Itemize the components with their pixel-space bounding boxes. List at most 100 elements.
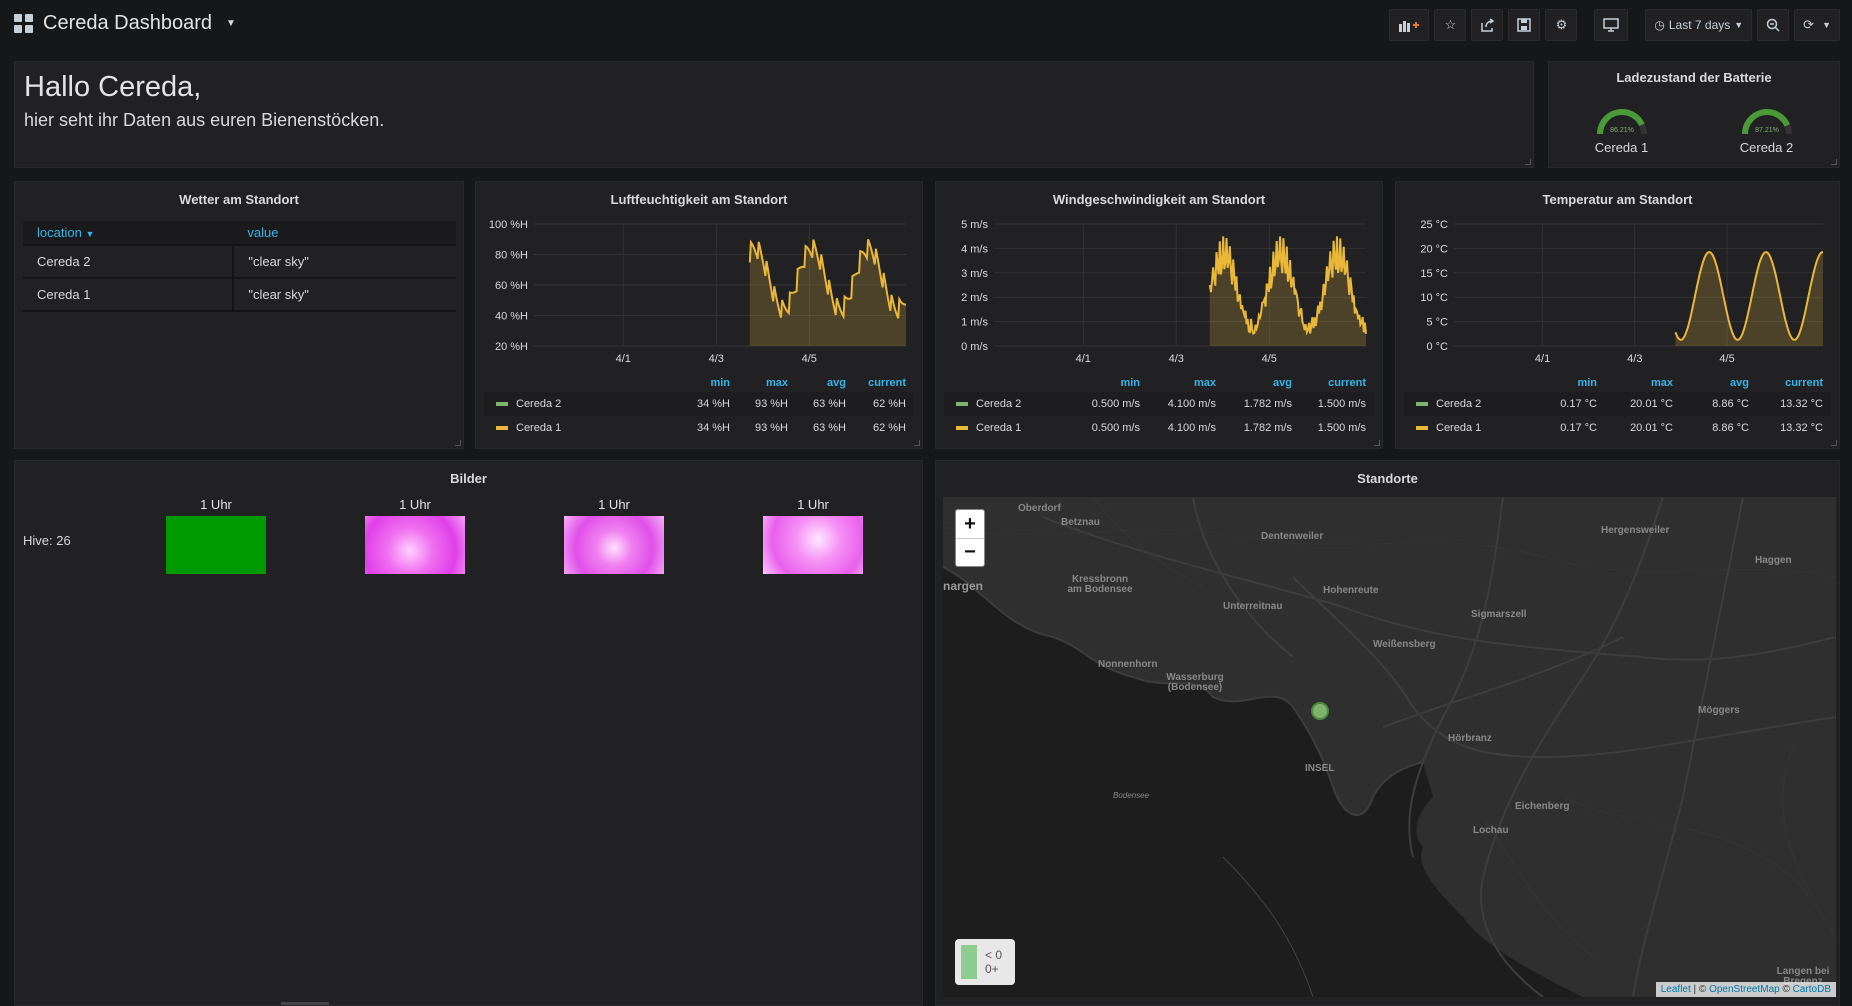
star-button[interactable]: ☆: [1434, 9, 1467, 41]
resize-handle[interactable]: [914, 440, 920, 446]
tv-mode-button[interactable]: [1594, 9, 1629, 41]
column-header-value[interactable]: value: [233, 221, 456, 246]
panel-title[interactable]: Wetter am Standort: [179, 192, 299, 207]
graph-plot[interactable]: 5 m/s 4 m/s 3 m/s 2 m/s 1 m/s 0 m/s 4/1 4/3 4/5: [936, 182, 1382, 382]
map-place-label: Oberdorf: [1018, 503, 1061, 514]
image-item[interactable]: 1 Uhr: [564, 497, 664, 574]
legend-series-row[interactable]: Cereda 1 0.500 m/s 4.100 m/s 1.782 m/s 1.500…: [944, 416, 1374, 440]
refresh-button[interactable]: ⟳ ▼: [1794, 9, 1840, 41]
series-color-swatch[interactable]: [496, 426, 508, 430]
column-header-location[interactable]: location ▼: [23, 221, 234, 246]
resize-handle[interactable]: [1831, 159, 1837, 165]
legend-value-avg: 8.86 °C: [1712, 398, 1749, 410]
save-button[interactable]: [1508, 9, 1541, 41]
series-name[interactable]: Cereda 2: [1436, 398, 1482, 410]
y-tick-label: 0 m/s: [961, 341, 988, 353]
legend-header-current[interactable]: current: [1785, 377, 1823, 389]
panel-title[interactable]: Bilder: [450, 471, 487, 486]
resize-handle[interactable]: [1525, 159, 1531, 165]
image-item[interactable]: 1 Uhr: [166, 497, 266, 574]
gauge-label: Cereda 2: [1739, 140, 1794, 155]
dashboard-title[interactable]: Cereda Dashboard: [43, 12, 212, 34]
series-name[interactable]: Cereda 1: [1436, 422, 1482, 434]
y-tick-label: 5 m/s: [961, 219, 988, 231]
legend-header-avg[interactable]: avg: [827, 377, 846, 389]
panel-title[interactable]: Standorte: [1357, 471, 1418, 486]
legend-series-row[interactable]: Cereda 2 0.17 °C 20.01 °C 8.86 °C 13.32 °C: [1404, 392, 1831, 416]
resize-handle[interactable]: [1374, 440, 1380, 446]
series-name[interactable]: Cereda 2: [976, 398, 1022, 410]
legend-series-row[interactable]: Cereda 2 0.500 m/s 4.100 m/s 1.782 m/s 1.500…: [944, 392, 1374, 416]
series-color-swatch[interactable]: [1416, 426, 1428, 430]
y-tick-label: 20 °C: [1420, 243, 1448, 255]
map-place-label: Unterreitnau: [1223, 601, 1283, 612]
legend-header-min[interactable]: min: [1120, 377, 1140, 389]
y-tick-label: 2 m/s: [961, 292, 988, 304]
legend-header-current[interactable]: current: [1328, 377, 1366, 389]
series-area: [1209, 236, 1366, 346]
map-place-label: Weißensberg: [1373, 639, 1436, 650]
legend-header-current[interactable]: current: [868, 377, 906, 389]
x-tick-label: 4/3: [709, 353, 724, 365]
map-place-label: Bodensee: [1113, 791, 1150, 800]
panel-title[interactable]: Ladezustand der Batterie: [1616, 70, 1772, 85]
legend-header-avg[interactable]: avg: [1730, 377, 1749, 389]
legend-header-max[interactable]: max: [765, 377, 788, 389]
time-range-picker[interactable]: ◷ Last 7 days ▼: [1645, 9, 1753, 41]
legend-header-min[interactable]: min: [710, 377, 730, 389]
gear-icon: ⚙: [1555, 17, 1568, 32]
series-color-swatch[interactable]: [496, 402, 508, 406]
leaflet-link[interactable]: Leaflet: [1660, 984, 1691, 995]
series-color-swatch[interactable]: [1416, 402, 1428, 406]
panel-title[interactable]: Temperatur am Standort: [1542, 192, 1693, 207]
refresh-icon: ⟳: [1803, 17, 1815, 32]
series-color-swatch[interactable]: [956, 426, 968, 430]
weather-table: location ▼ value Cereda 2 "clear sky" Ce…: [23, 221, 456, 312]
zoom-out-button[interactable]: [1757, 9, 1790, 41]
map-place-label: Hörbranz: [1448, 733, 1492, 744]
hive-image[interactable]: [564, 516, 664, 574]
add-panel-button[interactable]: [1389, 9, 1430, 41]
legend-header-max[interactable]: max: [1193, 377, 1216, 389]
map-place-label: Hergensweiler: [1601, 525, 1670, 536]
resize-handle[interactable]: [1831, 440, 1837, 446]
graph-legend: min max avg current Cereda 2 0.17 °C 20.01 °C 8…: [1404, 374, 1831, 440]
y-tick-label: 1 m/s: [961, 317, 988, 329]
table-row: Cereda 2 "clear sky": [23, 245, 456, 279]
image-item[interactable]: 1 Uhr: [763, 497, 863, 574]
image-item[interactable]: 1 Uhr: [365, 497, 465, 574]
legend-series-row[interactable]: Cereda 1 0.17 °C 20.01 °C 8.86 °C 13.32 °C: [1404, 416, 1831, 440]
dashboard-picker[interactable]: Cereda Dashboard ▼: [14, 12, 236, 35]
graph-plot[interactable]: 100 %H 80 %H 60 %H 40 %H 20 %H 4/1 4/3 4/5: [476, 182, 922, 382]
settings-button[interactable]: ⚙: [1545, 9, 1578, 41]
panel-title[interactable]: Luftfeuchtigkeit am Standort: [610, 192, 788, 207]
carto-link[interactable]: CartoDB: [1792, 984, 1831, 995]
map-view[interactable]: Oberdorf Betznau Dentenweiler Hergenswei…: [943, 497, 1836, 997]
horizontal-scrollbar[interactable]: [281, 1002, 329, 1005]
map-panel: Standorte: [935, 460, 1840, 1006]
legend-series-row[interactable]: Cereda 2 34 %H 93 %H 63 %H 62 %H: [484, 392, 914, 416]
zoom-in-button[interactable]: +: [964, 512, 976, 535]
hive-image[interactable]: [365, 516, 465, 574]
series-name[interactable]: Cereda 2: [516, 398, 562, 410]
zoom-out-button[interactable]: −: [956, 538, 984, 566]
legend-header-min[interactable]: min: [1577, 377, 1597, 389]
dashboard-grid-icon: [14, 14, 33, 33]
hive-image[interactable]: [763, 516, 863, 574]
series-color-swatch[interactable]: [956, 402, 968, 406]
map-tiles[interactable]: [943, 497, 1836, 997]
graph-plot[interactable]: 25 °C 20 °C 15 °C 10 °C 5 °C 0 °C 4/1 4/3 4/5: [1396, 182, 1839, 382]
series-name[interactable]: Cereda 1: [976, 422, 1022, 434]
panel-title[interactable]: Windgeschwindigkeit am Standort: [1052, 192, 1266, 207]
legend-header-max[interactable]: max: [1650, 377, 1673, 389]
legend-header-avg[interactable]: avg: [1273, 377, 1292, 389]
legend-series-row[interactable]: Cereda 1 34 %H 93 %H 63 %H 62 %H: [484, 416, 914, 440]
map-place-label: Nonnenhorn: [1098, 659, 1158, 670]
y-tick-label: 25 °C: [1420, 219, 1448, 231]
caret-down-icon: ▼: [1822, 20, 1831, 30]
resize-handle[interactable]: [455, 440, 461, 446]
share-button[interactable]: [1471, 9, 1504, 41]
osm-link[interactable]: OpenStreetMap: [1709, 984, 1780, 995]
series-name[interactable]: Cereda 1: [516, 422, 562, 434]
hive-image[interactable]: [166, 516, 266, 574]
